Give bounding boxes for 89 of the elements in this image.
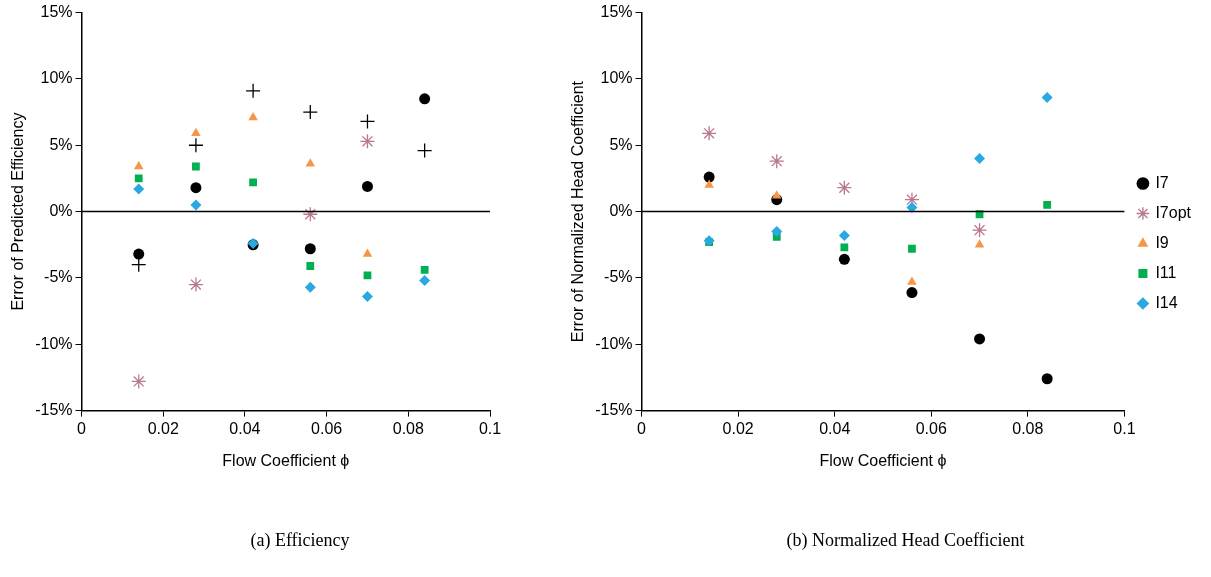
point [701, 125, 717, 141]
point [191, 127, 201, 137]
point [131, 257, 147, 273]
x-axis-title: Flow Coefficient ϕ [819, 451, 947, 469]
point [192, 162, 200, 171]
point [908, 244, 916, 253]
point [133, 160, 144, 170]
y-tick-label: -10% [35, 334, 73, 352]
legend-label: I9 [1155, 233, 1169, 251]
point [838, 253, 850, 265]
y-tick-label: -5% [44, 268, 73, 286]
y-tick-label: -15% [595, 401, 633, 419]
x-tick-label: 0.06 [915, 419, 947, 437]
point [906, 202, 918, 214]
y-tick-label: 15% [40, 3, 73, 21]
point [305, 158, 316, 167]
point [420, 266, 429, 274]
point [1041, 373, 1053, 385]
point [974, 153, 986, 165]
x-tick-label: 0.08 [1012, 419, 1044, 437]
y-tick-label: -10% [595, 334, 633, 352]
point [134, 174, 143, 183]
x-tick-label: 0 [77, 419, 87, 437]
point [302, 104, 318, 120]
point [304, 281, 316, 293]
point [906, 287, 918, 299]
point [769, 153, 785, 169]
point [362, 248, 373, 257]
text: (a) Efficiency [249, 530, 351, 551]
y-axis-title: Error of Normalized Head Coefficient [569, 80, 587, 343]
x-tick-label: 0.06 [311, 419, 343, 437]
y-tick-label: 10% [600, 69, 633, 87]
point [248, 111, 258, 121]
point [249, 178, 257, 187]
point [1043, 201, 1052, 209]
point [361, 180, 373, 192]
point [306, 262, 315, 270]
point [245, 83, 261, 99]
point [190, 199, 202, 211]
x-tick-label: 0.1 [1113, 419, 1136, 437]
point [704, 179, 714, 188]
x-tick-label: 0.04 [229, 419, 261, 437]
point [188, 137, 204, 153]
point [359, 133, 376, 149]
legend-label: I11 [1155, 263, 1177, 281]
x-tick-label: 0.02 [722, 419, 754, 437]
x-tick-label: 0.04 [819, 419, 851, 437]
x-tick-label: 0.02 [147, 419, 179, 437]
point [840, 243, 849, 252]
point [361, 291, 373, 303]
point [771, 226, 783, 237]
point [304, 243, 316, 255]
x-axis-title: Flow Coefficient ϕ [222, 451, 350, 469]
y-tick-label: 0% [49, 202, 73, 220]
y-tick-label: 15% [600, 3, 633, 21]
x-tick-label: 0.08 [392, 419, 424, 437]
point [363, 271, 372, 280]
y-tick-label: -15% [35, 401, 73, 419]
point [771, 190, 782, 199]
y-tick-label: -5% [604, 268, 633, 286]
y-tick-label: 5% [609, 135, 633, 153]
point [971, 222, 988, 238]
text: (b) Normalized Head Coefficient [785, 530, 1026, 551]
point [131, 373, 147, 390]
point [302, 206, 318, 222]
point [417, 142, 433, 159]
point [836, 180, 852, 196]
point [133, 248, 145, 260]
y-tick-label: 5% [49, 135, 73, 153]
y-tick-label: 0% [609, 202, 633, 220]
point [703, 171, 715, 183]
point [419, 275, 431, 287]
legend-label: I7 [1155, 173, 1169, 191]
point [974, 333, 986, 345]
point [190, 182, 202, 194]
point [419, 93, 431, 105]
x-tick-label: 0 [637, 419, 647, 437]
y-axis-title: Error of Predicted Efficiency [9, 112, 27, 311]
y-tick-label: 10% [40, 69, 73, 87]
point [838, 229, 850, 241]
point [188, 276, 204, 293]
x-tick-label: 0.1 [478, 419, 502, 437]
legend-label: I14 [1155, 293, 1178, 311]
point [359, 113, 376, 130]
point [133, 183, 145, 195]
point [907, 276, 917, 285]
legend-label: I7opt [1155, 203, 1192, 221]
point [1041, 92, 1053, 104]
point [974, 239, 985, 248]
